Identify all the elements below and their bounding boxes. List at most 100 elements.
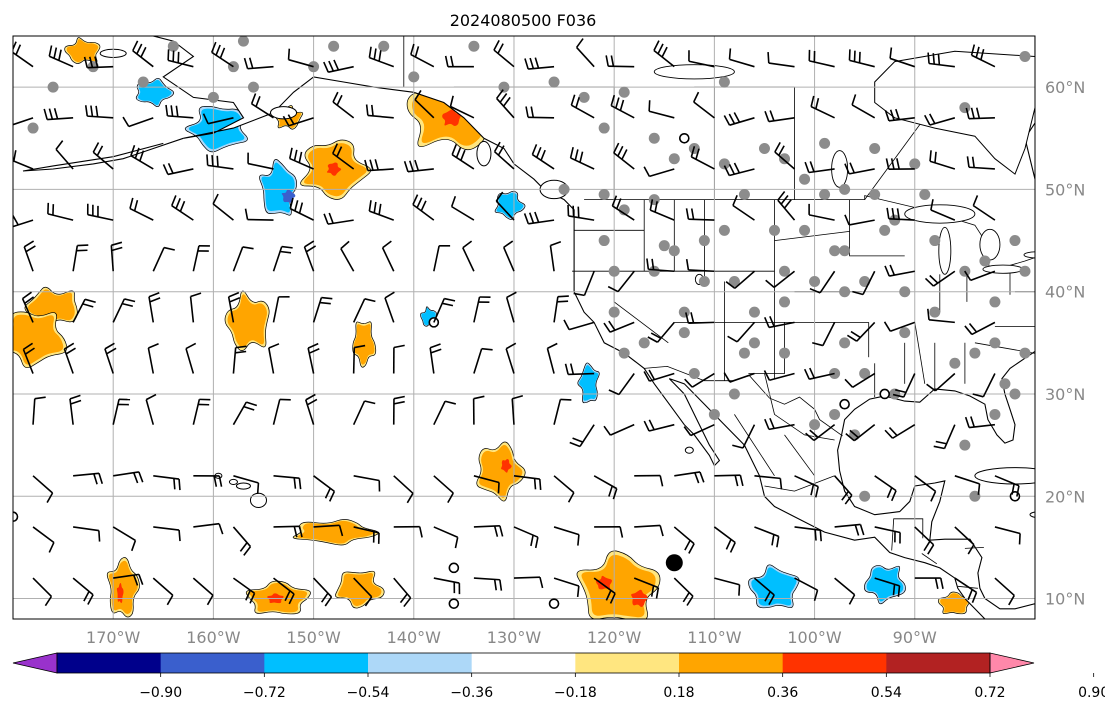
wind-barb-staff (227, 296, 235, 323)
wind-barb (593, 577, 616, 604)
wind-barb-staff (611, 205, 635, 221)
wind-barb-flag (889, 109, 895, 121)
wind-barb-flag (243, 405, 255, 411)
wind-barb (844, 162, 875, 175)
wind-barb (148, 292, 161, 323)
wind-barb-flag (694, 472, 700, 484)
station-dot (408, 71, 420, 83)
wind-barb-flag (605, 590, 612, 601)
wind-barb-staff (528, 116, 555, 119)
wind-barb (473, 296, 491, 323)
wind-barb-staff (92, 151, 114, 170)
station-dot (598, 122, 610, 134)
wind-barb-flag (849, 429, 859, 439)
wind-barb-flag (769, 417, 775, 429)
wind-barb (232, 577, 256, 604)
wind-barb-flag (970, 416, 976, 428)
wind-barb-staff (734, 270, 755, 289)
wind-barb-flag (454, 537, 459, 549)
wind-barb (634, 474, 664, 487)
wind-barb (845, 424, 876, 442)
wind-barb-staff (303, 246, 315, 272)
station-dot (969, 347, 981, 359)
wind-barb-flag (610, 55, 615, 67)
wind-barb-flag (975, 46, 980, 58)
wind-barb-flag (298, 202, 304, 214)
wind-barb (633, 577, 660, 599)
positive-contour (66, 39, 99, 63)
island-outline (235, 482, 251, 490)
wind-barb-flag (659, 525, 664, 537)
wind-barb-staff (232, 577, 256, 594)
wind-barb (693, 91, 715, 119)
wind-barb-flag (451, 144, 457, 155)
wind-barb-flag (243, 546, 252, 556)
wind-barb-flag (971, 592, 978, 603)
wind-barb-staff (110, 245, 114, 272)
strong-positive-contour (442, 108, 463, 127)
wind-barb-flag (499, 525, 504, 537)
wind-barb-flag (686, 595, 694, 606)
negative-contour (496, 192, 524, 218)
wind-barb-flag (892, 393, 904, 398)
wind-barb-flag (228, 291, 240, 298)
wind-barb-flag (619, 99, 625, 111)
colorbar-segment (264, 653, 369, 673)
wind-barb-staff (994, 475, 1020, 487)
wind-barb-flag (803, 368, 810, 380)
wind-barb-flag (967, 544, 975, 555)
wind-barb-flag (3, 117, 9, 126)
wind-barb-flag (812, 341, 824, 347)
wind-barb (549, 241, 562, 272)
wind-barb-staff (433, 245, 440, 272)
wind-barb (352, 298, 376, 323)
wind-barb (611, 195, 635, 221)
station-dot (779, 296, 791, 308)
wind-barb-flag (24, 296, 35, 305)
wind-barb (714, 577, 741, 596)
wind-barb-staff (494, 151, 515, 170)
wind-barb (613, 142, 635, 170)
wind-barb-staff (429, 347, 435, 374)
wind-barb-flag (693, 91, 700, 103)
wind-barb (410, 43, 435, 68)
wind-barb-staff (87, 115, 114, 119)
wind-barb (713, 526, 736, 553)
wind-barb-flag (9, 148, 11, 159)
wind-barb (473, 347, 493, 374)
wind-barb-flag (409, 160, 414, 172)
station-dot (678, 327, 690, 339)
wind-barb-flag (305, 245, 317, 253)
wind-barb-staff (729, 168, 755, 177)
wind-barb (972, 195, 996, 221)
wind-barb (834, 475, 853, 505)
station-dot (738, 347, 750, 359)
station-dot (468, 40, 480, 52)
wind-barb-flag (577, 534, 580, 546)
wind-barb-staff (193, 522, 220, 528)
wind-barb-flag (964, 270, 972, 281)
wind-barb (914, 577, 944, 589)
wind-barb (433, 244, 451, 272)
station-markers (13, 36, 1031, 609)
wind-barb-flag (288, 593, 295, 605)
wind-barb-flag (133, 574, 139, 586)
station-dot (328, 40, 340, 52)
wind-barb-flag (449, 95, 454, 107)
wind-barb-staff (649, 372, 675, 382)
wind-barb-flag (685, 258, 690, 271)
wind-barb-staff (851, 104, 876, 119)
wind-barb (725, 270, 755, 289)
wind-barb-staff (13, 51, 34, 68)
wind-barb-flag (972, 195, 979, 206)
wind-barb-staff (971, 54, 996, 68)
station-dot (167, 40, 179, 52)
wind-barb-flag (499, 92, 508, 103)
wind-barb (607, 270, 635, 293)
wind-barb (433, 577, 461, 595)
wind-barb-staff (777, 199, 796, 221)
colorbar-tick-label: −0.36 (450, 685, 493, 701)
wind-barb-flag (133, 200, 139, 212)
wind-barb-flag (364, 298, 376, 303)
wind-barb (288, 147, 314, 170)
